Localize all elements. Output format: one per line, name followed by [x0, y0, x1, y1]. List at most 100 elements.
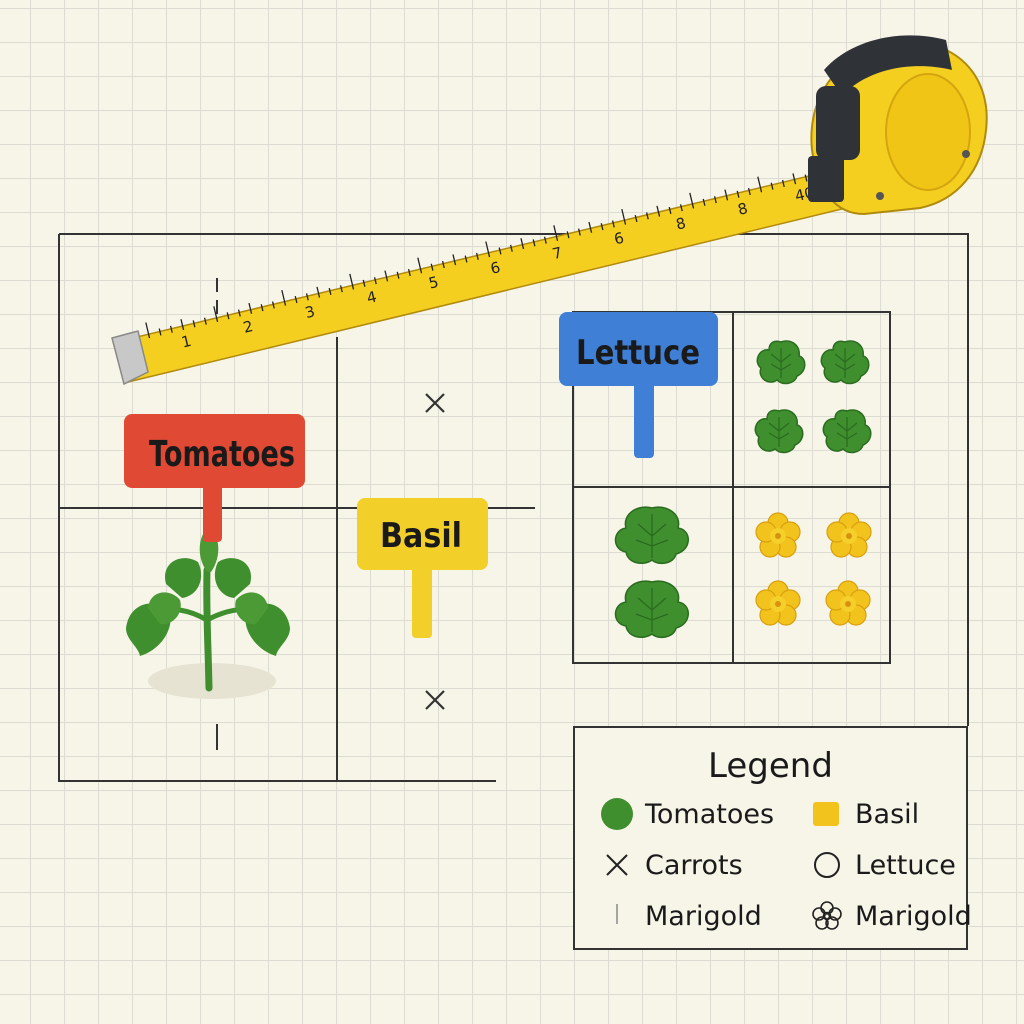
tape-major-tick — [349, 273, 355, 290]
tape-minor-tick — [634, 214, 638, 223]
tape-number: 8 — [736, 199, 749, 219]
green-circle-icon — [599, 796, 635, 832]
tape-minor-tick — [724, 189, 729, 201]
tape-major-tick — [621, 208, 627, 225]
lettuce-tag-label: Lettuce — [576, 333, 700, 373]
tape-minor-tick — [305, 293, 309, 301]
marigold-flower — [755, 512, 801, 558]
legend-box: Legend Tomatoes Basil Carrots Lettuce Ma… — [573, 726, 972, 950]
tape-minor-tick — [192, 320, 196, 328]
lettuce-plant — [614, 580, 690, 639]
tape-minor-tick — [600, 223, 604, 231]
legend-item-marigold-flower: Marigold — [809, 896, 972, 936]
carrot-marker — [425, 690, 445, 710]
tape-minor-tick — [339, 285, 343, 293]
tape-minor-tick — [679, 204, 683, 212]
tape-minor-tick — [271, 301, 275, 309]
tape-number: 7 — [550, 243, 563, 263]
tape-minor-tick — [781, 179, 785, 188]
tape-minor-tick — [498, 247, 502, 255]
tape-major-tick — [417, 257, 423, 274]
tape-minor-tick — [441, 260, 445, 269]
tape-minor-tick — [237, 309, 241, 317]
marigold-flower — [755, 580, 801, 626]
tape-major-tick — [553, 225, 559, 242]
legend-label: Basil — [855, 798, 920, 830]
yellow-square-icon — [809, 796, 845, 832]
lettuce-plant — [756, 340, 806, 385]
lettuce-plant — [614, 506, 690, 565]
carrot-marker — [425, 393, 445, 413]
tape-number: 3 — [303, 302, 316, 322]
tape-minor-tick — [543, 236, 547, 244]
legend-item-marigold-line: Marigold — [599, 896, 762, 936]
tape-minor-tick — [770, 182, 774, 190]
tape-major-tick — [281, 289, 287, 306]
legend-label: Tomatoes — [645, 798, 775, 830]
tape-minor-tick — [736, 190, 740, 198]
legend-item-tomatoes: Tomatoes — [599, 794, 774, 834]
tape-minor-tick — [328, 287, 332, 296]
tape-minor-tick — [384, 270, 389, 282]
tape-minor-tick — [203, 317, 207, 325]
tape-minor-tick — [396, 271, 400, 279]
tape-minor-tick — [294, 295, 298, 304]
tape-number: 4 — [365, 288, 378, 308]
lettuce-plant — [820, 340, 870, 385]
tape-minor-tick — [656, 205, 661, 217]
tape-minor-tick — [260, 304, 264, 312]
tape-minor-tick — [452, 254, 457, 266]
tape-minor-tick — [316, 286, 321, 298]
tape-minor-tick — [566, 231, 570, 239]
tape-minor-tick — [226, 312, 230, 320]
legend-label: Carrots — [645, 849, 743, 881]
tape-minor-tick — [792, 173, 797, 185]
tape-minor-tick — [430, 263, 434, 271]
tape-major-tick — [689, 192, 695, 209]
tape-minor-tick — [611, 220, 615, 228]
tomatoes-plant-tag: Tomatoes — [124, 414, 305, 542]
tape-number: 2 — [241, 317, 254, 337]
tape-major-tick — [485, 241, 491, 258]
tape-major-tick — [145, 322, 151, 339]
tape-major-tick — [213, 306, 219, 323]
lettuce-plant — [754, 409, 804, 454]
tape-number: 8 — [674, 214, 687, 234]
tape-minor-tick — [713, 196, 717, 204]
tape-tick-marks — [145, 160, 831, 339]
basil-tag-label: Basil — [380, 516, 462, 556]
lettuce-plant-tag: Lettuce — [559, 312, 718, 458]
marigold-flower — [825, 580, 871, 626]
tomato-plant — [126, 526, 290, 699]
lettuce-plant — [822, 409, 872, 454]
tape-minor-tick — [169, 325, 173, 333]
tape-minor-tick — [180, 319, 185, 331]
tape-minor-tick — [407, 268, 411, 277]
tape-minor-tick — [668, 206, 672, 215]
tape-number: 6 — [612, 229, 625, 249]
tape-minor-tick — [509, 244, 513, 252]
tape-minor-tick — [588, 221, 593, 233]
x-mark-icon — [599, 847, 635, 883]
tape-minor-tick — [645, 212, 649, 220]
tape-minor-tick — [702, 198, 706, 206]
tape-minor-tick — [475, 252, 479, 260]
tape-number: 5 — [427, 273, 440, 293]
tape-minor-tick — [373, 277, 377, 285]
legend-label: Lettuce — [855, 849, 956, 881]
plot-outline — [58, 233, 969, 782]
tape-minor-tick — [520, 238, 525, 250]
tape-minor-tick — [362, 279, 366, 287]
legend-title: Legend — [708, 746, 833, 786]
legend-item-lettuce: Lettuce — [809, 845, 956, 885]
legend-label: Marigold — [855, 900, 972, 932]
tape-minor-tick — [464, 255, 468, 263]
tape-minor-tick — [532, 239, 536, 247]
tape-minor-tick — [248, 302, 253, 314]
legend-item-basil: Basil — [809, 794, 919, 834]
legend-item-carrots: Carrots — [599, 845, 743, 885]
open-circle-icon — [809, 847, 845, 883]
thin-line-icon — [599, 898, 635, 934]
